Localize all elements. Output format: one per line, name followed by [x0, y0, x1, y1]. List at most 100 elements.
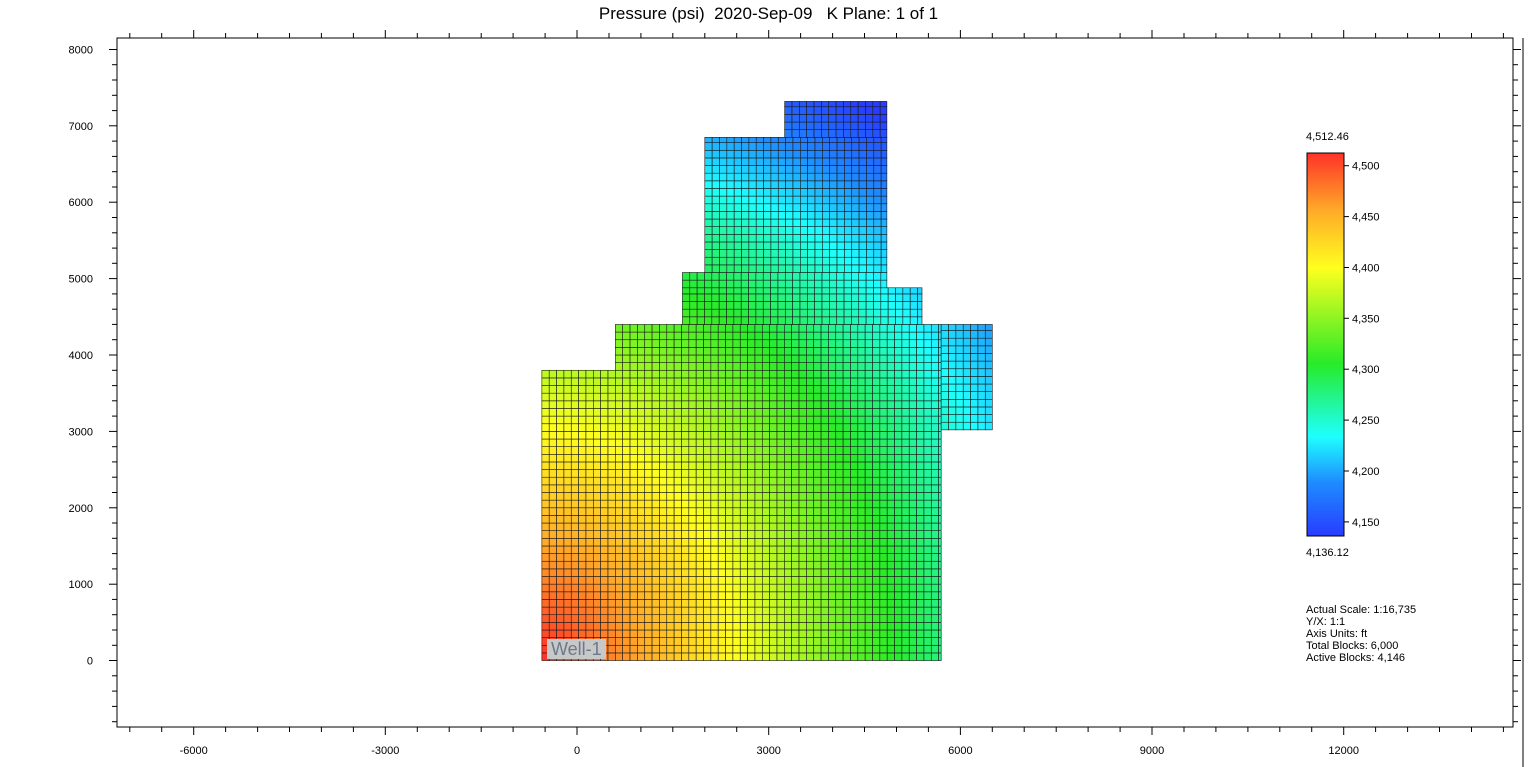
- grid-cell: [607, 469, 616, 478]
- grid-cell: [938, 385, 942, 394]
- grid-cell: [842, 331, 851, 341]
- grid-cell: [585, 568, 594, 577]
- grid-cell: [828, 553, 837, 562]
- grid-cell: [784, 530, 792, 539]
- grid-cell: [629, 431, 638, 440]
- grid-cell: [644, 400, 653, 409]
- grid-cell: [659, 347, 668, 356]
- grid-cell: [695, 553, 704, 562]
- grid-cell: [879, 652, 888, 661]
- grid-cell: [850, 324, 859, 333]
- grid-cell: [962, 337, 971, 347]
- grid-cell: [813, 515, 822, 524]
- grid-cell: [600, 377, 609, 386]
- grid-cell: [835, 331, 844, 341]
- grid-cell: [629, 545, 638, 554]
- grid-cell: [556, 438, 565, 447]
- grid-cell: [894, 637, 903, 646]
- grid-cell: [585, 385, 594, 394]
- grid-cell: [754, 438, 763, 447]
- grid-cell: [857, 545, 866, 554]
- grid-cell: [938, 362, 942, 371]
- grid-cell: [822, 218, 830, 227]
- grid-cell: [873, 180, 882, 189]
- grid-cell: [769, 369, 778, 379]
- grid-cell: [835, 400, 844, 409]
- grid-cell: [695, 461, 704, 470]
- grid-cell: [930, 629, 939, 638]
- grid-cell: [792, 287, 801, 295]
- grid-cell: [651, 553, 660, 562]
- grid-cell: [850, 522, 859, 531]
- grid-cell: [872, 408, 881, 417]
- grid-cells[interactable]: [541, 101, 993, 661]
- grid-cell: [851, 149, 860, 159]
- grid-cell: [822, 211, 830, 220]
- grid-cell: [785, 188, 794, 197]
- grid-cell: [842, 545, 851, 554]
- grid-cell: [592, 507, 601, 516]
- grid-cell: [673, 553, 682, 562]
- grid-cell: [747, 560, 756, 570]
- grid-cell: [681, 530, 690, 539]
- grid-cell: [938, 599, 942, 608]
- grid-cell: [807, 218, 816, 227]
- grid-cell: [673, 469, 682, 478]
- grid-cell: [930, 324, 939, 333]
- grid-cell: [717, 469, 726, 478]
- grid-cell: [666, 446, 675, 455]
- grid-cell: [717, 614, 726, 623]
- grid-cell: [814, 142, 823, 151]
- grid-cell: [615, 369, 623, 379]
- grid-cell: [792, 137, 801, 143]
- grid-cell: [725, 438, 734, 447]
- grid-cell: [864, 446, 873, 455]
- grid-cell: [754, 545, 763, 554]
- grid-cell: [799, 129, 807, 138]
- grid-cell: [592, 553, 601, 562]
- grid-cell: [563, 469, 572, 478]
- grid-cell: [659, 369, 668, 379]
- grid-cell: [835, 484, 844, 493]
- grid-cell: [879, 553, 888, 562]
- grid-cell: [681, 622, 690, 631]
- grid-cell: [828, 560, 837, 570]
- grid-cell: [866, 180, 875, 189]
- grid-cell: [828, 614, 837, 623]
- grid-cell: [822, 264, 830, 273]
- grid-cell: [615, 476, 623, 486]
- grid-cell: [748, 249, 757, 258]
- grid-cell: [629, 438, 638, 447]
- grid-cell: [689, 316, 698, 325]
- grid-cell: [644, 339, 653, 348]
- grid-cell: [821, 106, 830, 115]
- grid-cell: [681, 492, 690, 501]
- grid-cell: [784, 121, 793, 130]
- grid-cell: [820, 438, 829, 447]
- grid-cell: [916, 599, 925, 608]
- grid-cell: [651, 614, 660, 623]
- grid-cell: [629, 362, 638, 371]
- grid-cell: [732, 369, 741, 379]
- grid-cell: [917, 301, 923, 310]
- grid-cell: [763, 165, 772, 174]
- well-label[interactable]: Well-1: [547, 639, 606, 659]
- grid-cell: [673, 408, 682, 417]
- grid-cell: [784, 622, 792, 631]
- grid-cell: [894, 423, 903, 432]
- grid-cell: [556, 453, 565, 463]
- grid-cell: [644, 644, 653, 654]
- grid-cell: [820, 415, 829, 425]
- grid-cell: [585, 553, 594, 562]
- grid-cell: [578, 545, 587, 554]
- info-panel: Actual Scale: 1:16,735 Y/X: 1:1 Axis Uni…: [1306, 604, 1416, 664]
- grid-cell: [659, 637, 668, 646]
- grid-cell: [607, 522, 616, 531]
- grid-cell: [761, 637, 770, 646]
- grid-cell: [732, 591, 741, 600]
- grid-cell: [923, 377, 932, 386]
- grid-cell: [556, 568, 565, 577]
- grid-cell: [916, 583, 925, 593]
- grid-cell: [629, 591, 638, 600]
